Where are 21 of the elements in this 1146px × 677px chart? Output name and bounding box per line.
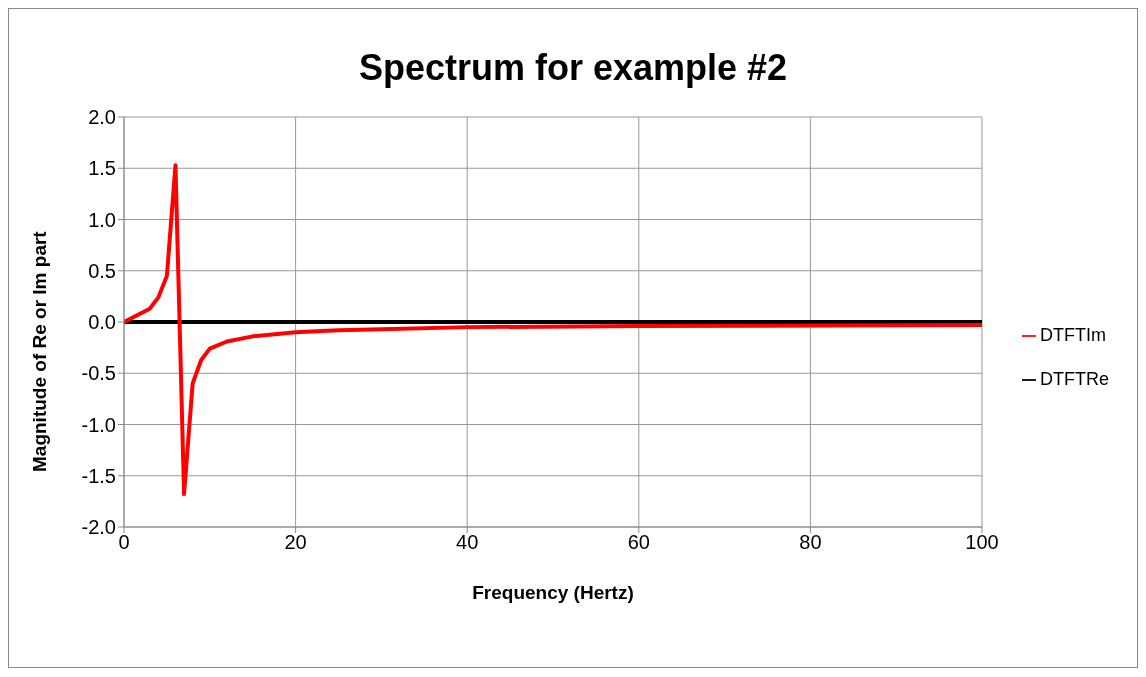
y-tick-label: -1.0 — [81, 413, 116, 436]
y-tick-label: 0.0 — [88, 311, 116, 334]
chart-title: Spectrum for example #2 — [357, 47, 789, 90]
x-tick-label: 40 — [456, 531, 479, 554]
line-series — [124, 163, 982, 497]
legend-label: DTFTRe — [1040, 369, 1109, 389]
y-tick-label: 1.0 — [88, 208, 116, 231]
y-tick-label: -2.0 — [81, 516, 116, 539]
x-tick-label: 20 — [284, 531, 307, 554]
x-tick-label: 60 — [627, 531, 650, 554]
y-tick-label: 0.5 — [88, 259, 116, 282]
x-axis-title: Frequency (Hertz) — [472, 582, 634, 603]
y-axis-title: Magnitude of Re or Im part — [28, 230, 50, 472]
x-tick-label: 80 — [799, 531, 822, 554]
y-tick-label: -0.5 — [81, 362, 116, 385]
x-tick-label: 0 — [118, 531, 130, 554]
y-tick-label: -1.5 — [81, 464, 116, 487]
legend-label: DTFTIm — [1040, 325, 1106, 345]
y-tick-label: 1.5 — [88, 157, 116, 180]
y-tick-label: 2.0 — [88, 106, 116, 129]
x-tick-label: 100 — [965, 531, 999, 554]
